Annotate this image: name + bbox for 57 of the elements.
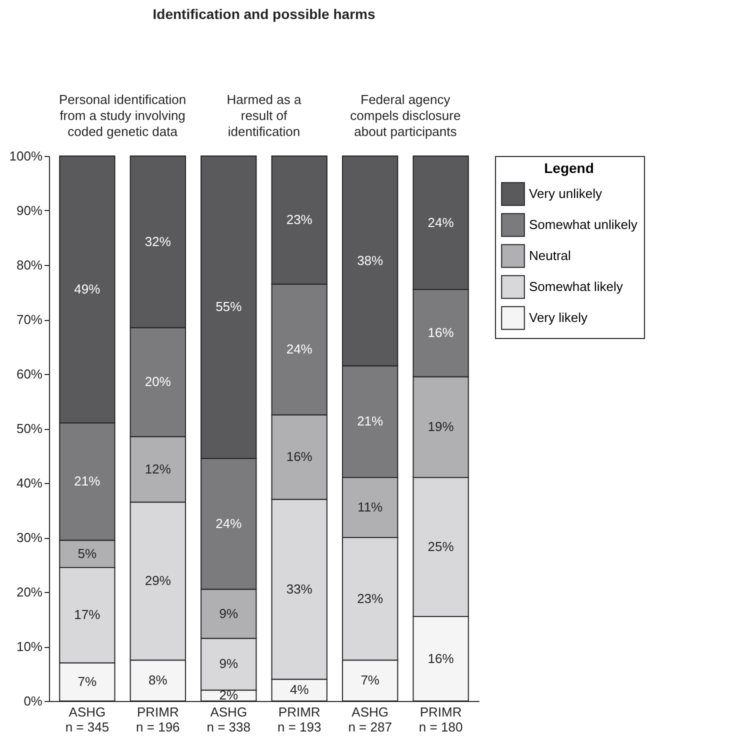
- chart-title: Identification and possible harms: [152, 6, 376, 22]
- data-label: 32%: [144, 234, 172, 249]
- y-tick-label: 70%: [16, 312, 43, 327]
- y-tick-label: 40%: [16, 476, 43, 490]
- text: Federal agency compels disclosure about participants: [350, 92, 461, 139]
- data-label: 4%: [290, 682, 310, 698]
- data-label: 19%: [428, 419, 454, 434]
- legend-label: Somewhat likely: [529, 279, 624, 294]
- data-label: 17%: [74, 607, 101, 622]
- data-label: 16%: [428, 325, 454, 340]
- x-tick-label: PRIMR n = 196: [136, 704, 180, 734]
- data-label: 24%: [428, 214, 454, 230]
- x-tick-label: PRIMR n = 180: [418, 704, 463, 734]
- legend-title: Legend: [544, 160, 594, 176]
- y-tick-label: 60%: [16, 366, 43, 382]
- data-label: 23%: [286, 212, 313, 228]
- data-label: 12%: [144, 461, 172, 476]
- data-label: 9%: [219, 656, 238, 672]
- data-label: 21%: [357, 414, 384, 429]
- y-tick-label: 100%: [9, 148, 43, 164]
- data-label: 21%: [74, 474, 101, 489]
- data-label: 16%: [428, 650, 454, 666]
- y-tick-label: 10%: [16, 639, 43, 654]
- data-label: 38%: [357, 252, 384, 268]
- data-label: 23%: [357, 590, 384, 606]
- text: Personal identification from a study involving coded genetic data: [58, 92, 186, 139]
- x-tick-label: ASHG n = 345: [65, 704, 110, 734]
- y-tick-label: 80%: [16, 258, 43, 272]
- x-tick-label: PRIMR n = 193: [277, 704, 322, 734]
- data-label: 55%: [216, 299, 242, 314]
- data-label: 49%: [74, 282, 101, 297]
- data-label: 9%: [219, 606, 238, 621]
- y-tick-label: 50%: [16, 421, 43, 436]
- data-label: 7%: [78, 674, 98, 689]
- y-tick-label: 90%: [16, 203, 43, 218]
- x-tick-label: ASHG n = 287: [348, 704, 392, 734]
- legend-label: Very unlikely: [529, 186, 602, 201]
- data-label: 5%: [78, 546, 98, 561]
- legend-label: Somewhat unlikely: [529, 217, 638, 232]
- text: Harmed as a result of identification: [226, 92, 302, 139]
- data-label: 16%: [286, 449, 313, 464]
- data-label: 33%: [286, 581, 313, 596]
- data-label: 20%: [144, 374, 172, 390]
- data-label: 25%: [428, 539, 454, 554]
- legend-label: Neutral: [529, 248, 572, 263]
- x-tick-label: ASHG n = 338: [206, 704, 251, 734]
- data-label: 8%: [148, 672, 168, 688]
- data-label: 24%: [286, 341, 313, 356]
- y-tick-label: 20%: [16, 584, 43, 600]
- y-tick-label: 30%: [16, 530, 43, 545]
- data-label: 2%: [219, 688, 238, 703]
- y-tick-label: 0%: [24, 694, 43, 708]
- data-label: 29%: [144, 573, 172, 588]
- data-label: 11%: [358, 500, 384, 515]
- data-label: 24%: [216, 516, 242, 531]
- data-label: 7%: [360, 672, 380, 688]
- legend-label: Very likely: [529, 310, 588, 325]
